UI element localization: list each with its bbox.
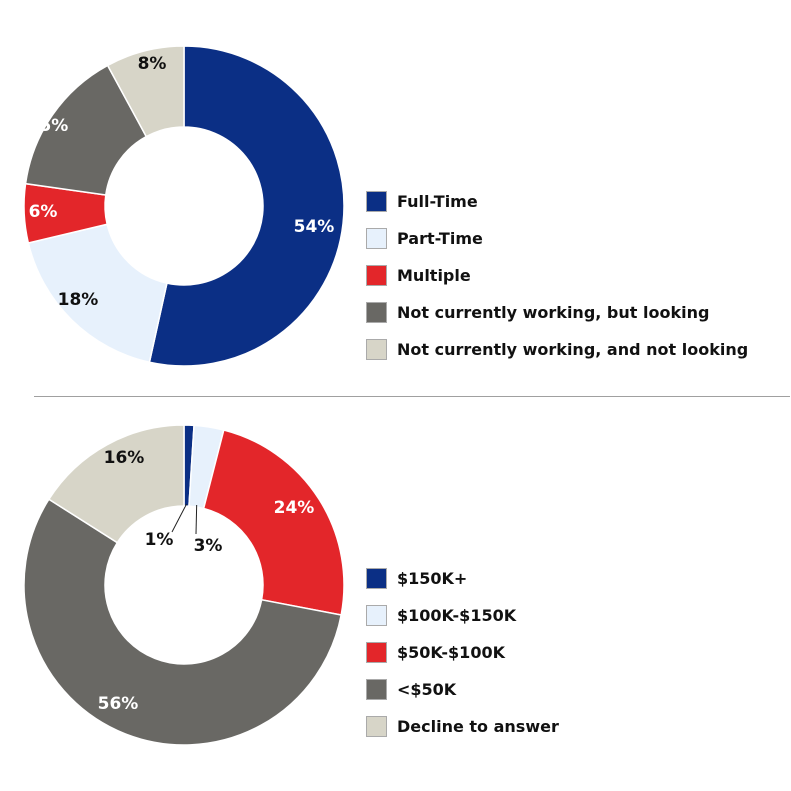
employment-slice-0: [148, 45, 345, 367]
employment-legend-label: Part-Time: [397, 229, 483, 248]
income-leader-line-0: [171, 503, 187, 533]
income-legend-item: $100K-$150K: [366, 604, 559, 627]
employment-legend-label: Full-Time: [397, 192, 478, 211]
income-legend-swatch: [366, 605, 387, 626]
income-legend-item: $50K-$100K: [366, 641, 559, 664]
employment-data-label-0: 54%: [294, 217, 335, 237]
legend-employment: Full-Time Part-Time Multiple Not currently …: [366, 190, 748, 375]
employment-slice-4: [106, 45, 185, 138]
income-leader-line-1: [195, 504, 198, 535]
income-legend-swatch: [366, 679, 387, 700]
income-legend-label: $100K-$150K: [397, 606, 517, 625]
income-data-label-0: 1%: [145, 530, 174, 550]
employment-legend-swatch: [366, 339, 387, 360]
employment-legend-item: Not currently working, and not looking: [366, 338, 748, 361]
income-legend-label: Decline to answer: [397, 717, 559, 736]
income-slice-2: [202, 429, 345, 616]
income-slice-4: [47, 424, 185, 544]
employment-legend-label: Not currently working, but looking: [397, 303, 710, 322]
income-data-label-3: 56%: [98, 694, 139, 714]
employment-slice-3: [24, 64, 148, 196]
employment-data-label-4: 8%: [138, 54, 167, 74]
employment-legend-item: Part-Time: [366, 227, 748, 250]
employment-legend-swatch: [366, 228, 387, 249]
employment-legend-label: Multiple: [397, 266, 471, 285]
income-legend-swatch: [366, 642, 387, 663]
income-legend-label: $50K-$100K: [397, 643, 505, 662]
employment-legend-item: Not currently working, but looking: [366, 301, 748, 324]
income-data-label-1: 3%: [194, 536, 223, 556]
income-legend-swatch: [366, 568, 387, 589]
section-divider: [34, 396, 790, 397]
employment-legend-swatch: [366, 265, 387, 286]
employment-slice-1: [27, 223, 168, 364]
employment-legend-swatch: [366, 191, 387, 212]
income-legend-item: $150K+: [366, 567, 559, 590]
employment-legend-label: Not currently working, and not looking: [397, 340, 749, 359]
employment-legend-item: Multiple: [366, 264, 748, 287]
employment-data-label-1: 18%: [58, 290, 99, 310]
income-data-label-4: 16%: [104, 448, 145, 468]
employment-legend-swatch: [366, 302, 387, 323]
income-data-label-2: 24%: [274, 498, 315, 518]
income-legend-swatch: [366, 716, 387, 737]
income-legend-label: <$50K: [397, 680, 457, 699]
employment-data-label-3: 15%: [28, 116, 69, 136]
income-legend-item: <$50K: [366, 678, 559, 701]
employment-data-label-2: 6%: [29, 202, 58, 222]
income-legend-item: Decline to answer: [366, 715, 559, 738]
employment-legend-item: Full-Time: [366, 190, 748, 213]
legend-income: $150K+ $100K-$150K $50K-$100K <$50K Decline …: [366, 567, 559, 752]
income-slice-3: [23, 498, 343, 746]
income-legend-label: $150K+: [397, 569, 468, 588]
